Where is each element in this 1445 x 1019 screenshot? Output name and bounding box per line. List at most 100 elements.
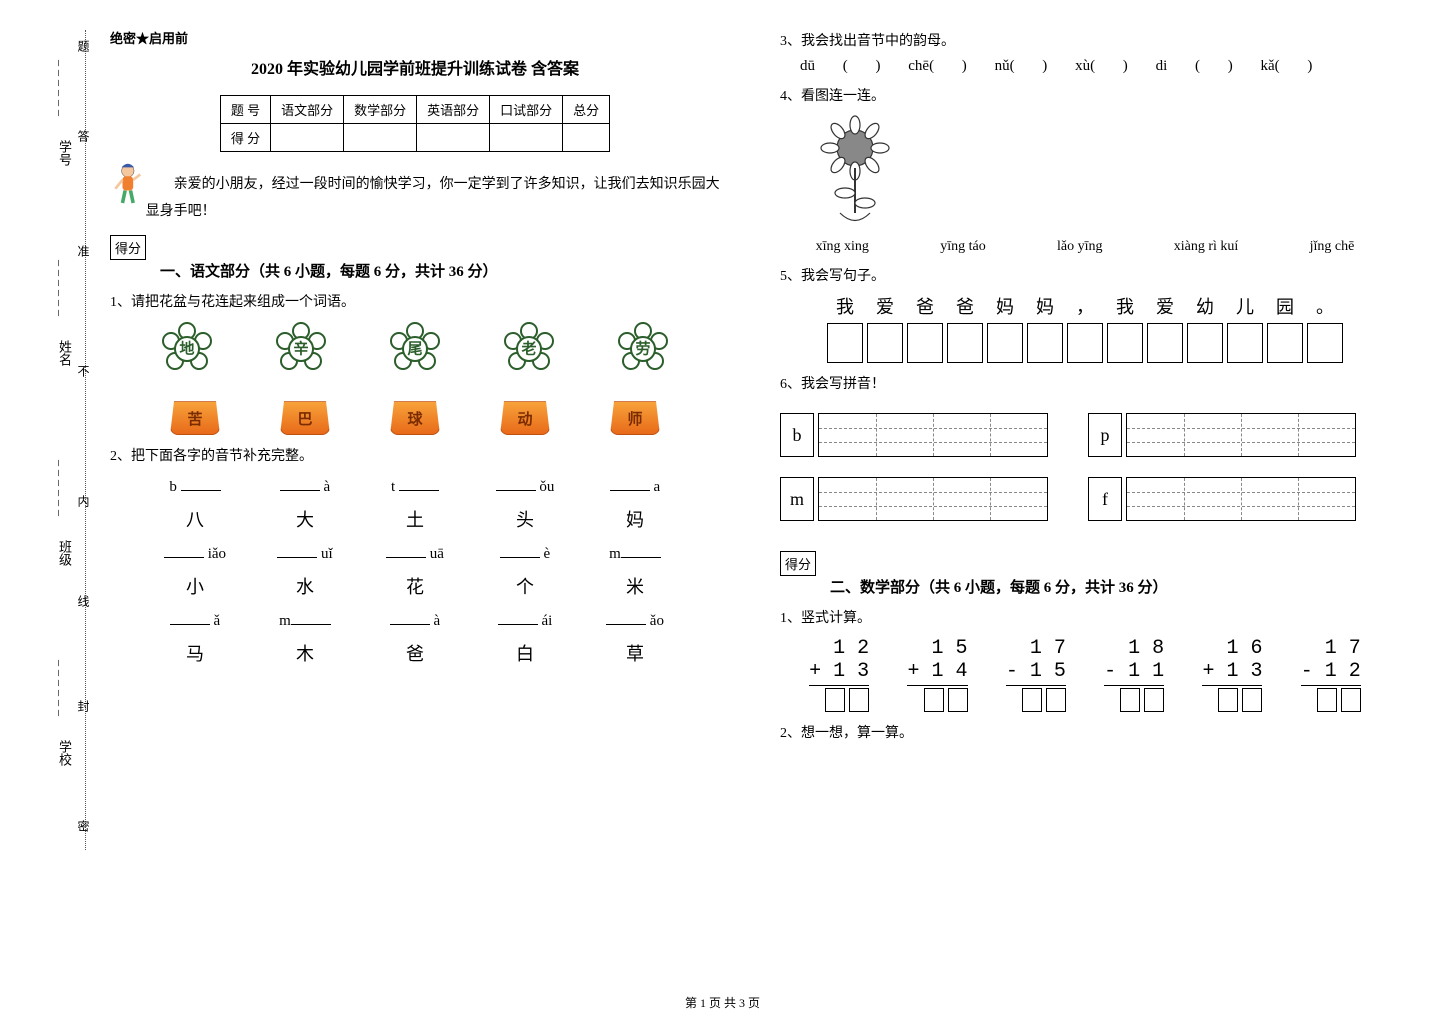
pinyin-practice: bpmf [780, 413, 1390, 521]
ws-col: ， [1067, 293, 1103, 363]
ws-box [1107, 323, 1143, 363]
char-cell: 木 [250, 640, 360, 666]
score-table: 题 号 语文部分 数学部分 英语部分 口试部分 总分 得 分 [220, 95, 610, 152]
ws-box [827, 323, 863, 363]
xuehao-line: ______ [56, 60, 71, 120]
td-3 [417, 124, 490, 152]
pin-cell: b [140, 479, 250, 496]
th-3: 英语部分 [417, 96, 490, 124]
secret-label: 绝密★启用前 [110, 28, 720, 47]
pp-row: bp [780, 413, 1390, 457]
ws-char: 幼 [1196, 293, 1214, 319]
pots-row: 苦 巴 球 动 师 [140, 401, 690, 435]
flower-0: 地 [159, 321, 215, 377]
pp-unit: f [1088, 477, 1356, 521]
mq1: 1、竖式计算。 [780, 607, 1390, 627]
ws-box [1267, 323, 1303, 363]
math-col: 1 7- 1 2 [1301, 637, 1361, 712]
ws-char: 爱 [1156, 293, 1174, 319]
ws-box [1067, 323, 1103, 363]
pot-1: 巴 [280, 401, 330, 435]
math-row: 1 2+ 1 31 5+ 1 41 7- 1 51 8- 1 11 6+ 1 3… [790, 637, 1380, 712]
label-xingming: 姓名 [55, 340, 74, 366]
score-badge-1: 得分 [110, 235, 146, 260]
char-cell: 妈 [580, 506, 690, 532]
sentence-grid: 我爱爸爸妈妈，我爱幼儿园。 [780, 293, 1390, 363]
pin-cell: m [250, 613, 360, 630]
pin-cell: ǎ [140, 613, 250, 630]
char-cell: 小 [140, 573, 250, 599]
char-cell: 头 [470, 506, 580, 532]
char-cell: 白 [470, 640, 580, 666]
pot-4: 师 [610, 401, 660, 435]
ws-char: 妈 [1036, 293, 1054, 319]
pp-letter: b [780, 413, 814, 457]
math-col: 1 8- 1 1 [1104, 637, 1164, 712]
ws-col: 爱 [867, 293, 903, 363]
td-5 [563, 124, 610, 152]
q2: 2、把下面各字的音节补充完整。 [110, 445, 720, 465]
ws-col: 爸 [947, 293, 983, 363]
char-cell: 土 [360, 506, 470, 532]
char-cell: 爸 [360, 640, 470, 666]
q6: 6、我会写拼音！ [780, 373, 1390, 393]
char-row: 马木爸白草 [140, 640, 690, 666]
flower-2: 尾 [387, 321, 443, 377]
ws-box [1307, 323, 1343, 363]
q1: 1、请把花盆与花连起来组成一个词语。 [110, 291, 720, 311]
pin-cell: ǎo [580, 613, 690, 630]
char-cell: 水 [250, 573, 360, 599]
score-header-row: 题 号 语文部分 数学部分 英语部分 口试部分 总分 [220, 96, 609, 124]
ws-char: 我 [836, 293, 854, 319]
ws-col: 爸 [907, 293, 943, 363]
ws-char: 妈 [996, 293, 1014, 319]
td-label: 得 分 [220, 124, 270, 152]
td-2 [344, 124, 417, 152]
pin-cell: ǒu [470, 479, 580, 496]
right-column: 3、我会找出音节中的韵母。 dū ( ) chē( ) nǔ( ) xù( ) … [750, 20, 1420, 970]
flower-1: 辛 [273, 321, 329, 377]
pinyin-area: b àt ǒu a八大土头妈 iǎo uǐ uā èm小水花个米 ǎm à ái… [110, 479, 720, 666]
sunflower-icon [810, 113, 900, 233]
pin-cell: è [470, 546, 580, 563]
pin-row: ǎm à ái ǎo [140, 613, 690, 630]
pp-row: mf [780, 477, 1390, 521]
ws-col: 园 [1267, 293, 1303, 363]
pp-letter: m [780, 477, 814, 521]
char-cell: 草 [580, 640, 690, 666]
pp-letter: f [1088, 477, 1122, 521]
ws-char: 爱 [876, 293, 894, 319]
pin-cell: à [250, 479, 360, 496]
pp-unit: m [780, 477, 1048, 521]
ws-char: ， [1076, 293, 1094, 319]
q4-words: xīng xing yīng táo lǎo yīng xiàng rì kuí… [780, 239, 1390, 255]
char-cell: 马 [140, 640, 250, 666]
score-badge-2: 得分 [780, 551, 816, 576]
flowers-row: 地 辛 尾 老 劳 [130, 321, 700, 377]
char-cell: 八 [140, 506, 250, 532]
ws-char: 我 [1116, 293, 1134, 319]
q5: 5、我会写句子。 [780, 265, 1390, 285]
label-banji: 班级 [55, 540, 74, 566]
flower-3: 老 [501, 321, 557, 377]
pin-row: b àt ǒu a [140, 479, 690, 496]
ws-box [1187, 323, 1223, 363]
pp-grid [1126, 413, 1356, 457]
char-cell: 个 [470, 573, 580, 599]
th-4: 口试部分 [490, 96, 563, 124]
intro-text: 亲爱的小朋友，经过一段时间的愉快学习，你一定学到了许多知识，让我们去知识乐园大显… [146, 172, 720, 225]
th-5: 总分 [563, 96, 610, 124]
ws-char: 爸 [956, 293, 974, 319]
th-1: 语文部分 [271, 96, 344, 124]
ws-char: 儿 [1236, 293, 1254, 319]
pp-unit: p [1088, 413, 1356, 457]
pp-grid [818, 477, 1048, 521]
banji-line: ______ [56, 460, 71, 520]
ws-box [987, 323, 1023, 363]
char-cell: 米 [580, 573, 690, 599]
th-2: 数学部分 [344, 96, 417, 124]
char-row: 小水花个米 [140, 573, 690, 599]
ws-box [1147, 323, 1183, 363]
pp-letter: p [1088, 413, 1122, 457]
q4: 4、看图连一连。 [780, 85, 1390, 105]
